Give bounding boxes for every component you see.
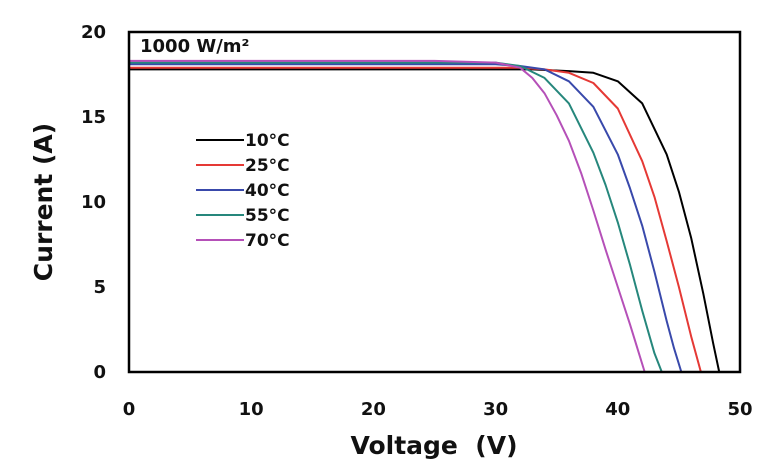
legend-label-1: 10°C <box>245 131 290 151</box>
x-tick-label: 50 <box>727 399 752 420</box>
plot-area-frame <box>127 30 742 374</box>
legend: 10°C 25°C 40°C 55°C 70°C <box>196 131 290 251</box>
legend-label-3: 40°C <box>245 181 290 201</box>
x-tick-label: 30 <box>483 399 508 420</box>
x-tick-label: 10 <box>239 399 264 420</box>
y-tick-label: 20 <box>81 22 106 43</box>
x-tick-label: 0 <box>123 399 136 420</box>
x-axis-ticks: 0 10 20 30 40 50 <box>123 399 753 420</box>
y-axis-ticks: 0 5 10 15 20 <box>81 22 106 383</box>
series-line-4 <box>129 61 663 373</box>
series-line-1 <box>129 68 721 373</box>
x-tick-label: 20 <box>361 399 386 420</box>
series-line-3 <box>129 63 683 373</box>
x-axis-title: Voltage (V) <box>350 431 517 460</box>
legend-label-2: 25°C <box>245 156 290 176</box>
y-tick-label: 10 <box>81 192 106 213</box>
legend-label-4: 55°C <box>245 206 290 226</box>
series-line-2 <box>129 66 702 373</box>
legend-label-5: 70°C <box>245 231 290 251</box>
y-axis-title: Current (A) <box>29 123 58 281</box>
y-tick-label: 0 <box>93 362 106 383</box>
series-line-5 <box>129 59 646 373</box>
chart-marks <box>129 59 721 373</box>
x-tick-label: 40 <box>605 399 630 420</box>
y-tick-label: 15 <box>81 107 106 128</box>
irradiance-annotation: 1000 W/m² <box>140 36 249 57</box>
y-tick-label: 5 <box>93 277 106 298</box>
